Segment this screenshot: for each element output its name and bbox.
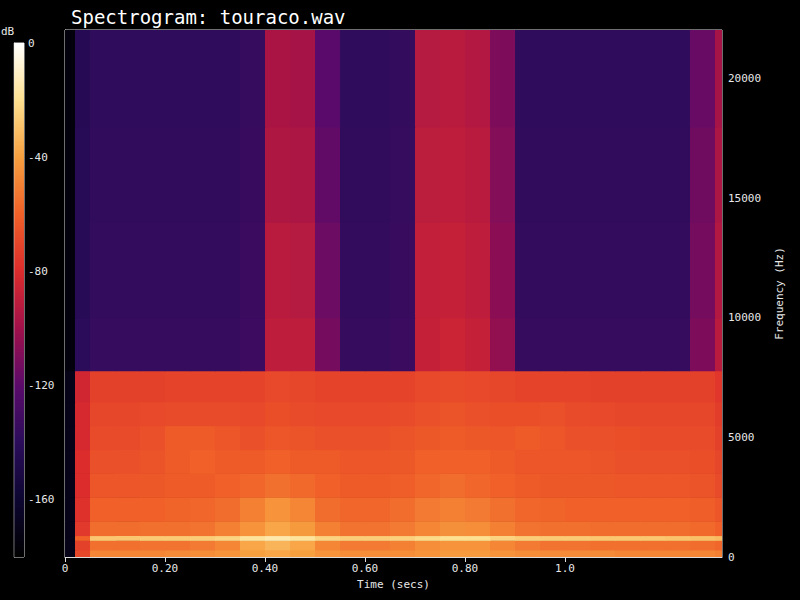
- svg-text:20000: 20000: [728, 72, 761, 85]
- svg-text:-160: -160: [28, 493, 55, 506]
- svg-text:0.60: 0.60: [352, 562, 379, 575]
- svg-text:0.80: 0.80: [452, 562, 479, 575]
- svg-text:0: 0: [28, 37, 35, 50]
- svg-text:10000: 10000: [728, 311, 761, 324]
- svg-text:0.40: 0.40: [252, 562, 279, 575]
- svg-text:15000: 15000: [728, 192, 761, 205]
- svg-text:5000: 5000: [728, 431, 755, 444]
- svg-text:0: 0: [62, 562, 69, 575]
- svg-text:Time (secs): Time (secs): [357, 578, 430, 591]
- svg-text:Spectrogram: touraco.wav: Spectrogram: touraco.wav: [71, 6, 346, 28]
- svg-text:Frequency (Hz): Frequency (Hz): [773, 247, 786, 340]
- svg-text:1.0: 1.0: [555, 562, 575, 575]
- svg-text:0: 0: [728, 551, 735, 564]
- svg-text:0.20: 0.20: [152, 562, 179, 575]
- svg-text:-120: -120: [28, 379, 55, 392]
- svg-text:dB: dB: [1, 25, 15, 38]
- svg-text:-40: -40: [28, 151, 48, 164]
- svg-text:-80: -80: [28, 265, 48, 278]
